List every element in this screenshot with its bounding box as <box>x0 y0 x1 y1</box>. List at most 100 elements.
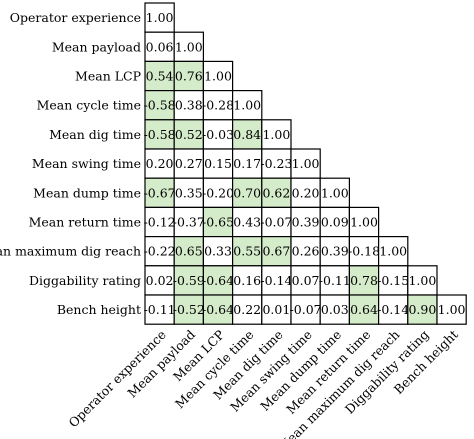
cell-1-0: 0.06 <box>144 31 175 63</box>
cell-value: 0.27 <box>175 156 203 171</box>
cell-background <box>173 294 204 325</box>
cell-value: 0.76 <box>175 69 203 84</box>
cell-9-5: 0.07 <box>290 265 321 296</box>
cell-background <box>348 265 380 296</box>
cell-value: 0.09 <box>321 215 349 230</box>
row-labels: Operator experience Mean payload Mean LCP M… <box>0 10 141 317</box>
cell-2-0: 0.54 <box>144 60 175 92</box>
cell-background <box>261 294 292 325</box>
cell-2-2: 1.00 <box>202 60 234 92</box>
cell-4-3: 0.84 <box>232 119 263 150</box>
cell-value: 1.00 <box>408 273 436 288</box>
cell-10-0: -0.11 <box>144 294 176 325</box>
cell-8-2: 0.33 <box>202 236 234 267</box>
cell-10-2: -0.64 <box>202 294 234 325</box>
cell-value: -0.67 <box>144 185 176 200</box>
cell-value: 0.06 <box>146 39 174 54</box>
cell-6-4: 0.62 <box>261 177 292 208</box>
cell-value: 0.15 <box>204 156 232 171</box>
cell-value: 0.67 <box>262 244 290 259</box>
cell-background <box>378 294 409 325</box>
cell-3-0: -0.58 <box>144 89 176 121</box>
cell-10-3: 0.22 <box>232 294 263 325</box>
row-label-mean-return-time: Mean return time <box>29 215 141 230</box>
cell-value: -0.37 <box>173 215 205 230</box>
cell-value: 0.20 <box>146 156 174 171</box>
cell-value: -0.23 <box>260 156 292 171</box>
cell-background <box>378 265 409 296</box>
cell-value: 0.64 <box>350 302 378 317</box>
cell-7-5: 0.39 <box>290 206 321 238</box>
cell-3-3: 1.00 <box>232 89 263 121</box>
cell-background <box>173 119 204 150</box>
cell-background <box>202 265 234 296</box>
cell-1-1: 1.00 <box>173 31 204 63</box>
cell-5-3: 0.17 <box>232 148 263 179</box>
row-label-mean-dump-time: Mean dump time <box>33 185 141 200</box>
cell-background <box>173 148 204 179</box>
cell-background <box>290 148 321 179</box>
cell-background <box>144 265 175 296</box>
cell-value: -0.07 <box>290 302 322 317</box>
cell-9-7: 0.78 <box>348 265 380 296</box>
cell-background <box>232 148 263 179</box>
cell-background <box>290 294 321 325</box>
row-label-mean-lcp: Mean LCP <box>75 69 141 84</box>
cell-background <box>202 60 234 92</box>
cell-value: 1.00 <box>292 156 320 171</box>
cell-6-5: 0.20 <box>290 177 321 208</box>
cell-value: -0.14 <box>377 302 409 317</box>
cell-6-1: 0.35 <box>173 177 204 208</box>
cell-value: -0.18 <box>348 244 380 259</box>
row-label-mean-cycle-time: Mean cycle time <box>37 98 141 113</box>
cell-value: 0.65 <box>175 244 203 259</box>
cell-value: 0.70 <box>233 185 261 200</box>
cell-6-6: 1.00 <box>319 177 351 208</box>
cell-value: 0.07 <box>292 273 320 288</box>
cell-8-1: 0.65 <box>173 236 204 267</box>
cell-5-2: 0.15 <box>202 148 234 179</box>
cell-value: 1.00 <box>175 39 203 54</box>
cell-value: 1.00 <box>438 302 466 317</box>
cell-5-1: 0.27 <box>173 148 204 179</box>
cell-value: 1.00 <box>233 98 261 113</box>
cell-background <box>261 148 292 179</box>
cell-value: -0.20 <box>202 185 234 200</box>
row-label-bench-height: Bench height <box>57 302 141 317</box>
cell-10-5: -0.07 <box>290 294 322 325</box>
cell-7-7: 1.00 <box>348 206 380 238</box>
cell-background <box>232 89 263 121</box>
row-label-mean-dig-time: Mean dig time <box>49 127 141 142</box>
cell-value: 0.78 <box>350 273 378 288</box>
cell-value: 0.20 <box>292 185 320 200</box>
cell-value: 0.17 <box>233 156 261 171</box>
cell-value: 1.00 <box>262 127 290 142</box>
cell-value: -0.58 <box>144 98 176 113</box>
cell-value: -0.59 <box>173 273 205 288</box>
cell-value: -0.15 <box>377 273 409 288</box>
row-label-diggability-rating: Diggability rating <box>29 273 141 288</box>
cell-background <box>407 265 438 296</box>
row-label-operator-experience: Operator experience <box>10 10 141 25</box>
cell-value: -0.22 <box>144 244 176 259</box>
row-label-mean-maximum-dig-reach: Mean maximum dig reach <box>0 244 141 259</box>
cell-background <box>348 206 380 238</box>
cell-background <box>378 236 409 267</box>
cell-background <box>173 177 204 208</box>
cell-10-10: 1.00 <box>436 294 467 325</box>
cell-value: 0.90 <box>408 302 436 317</box>
cell-9-9: 1.00 <box>407 265 438 296</box>
cell-4-2: -0.03 <box>202 119 234 150</box>
cell-value: 0.54 <box>146 69 174 84</box>
row-label-mean-payload: Mean payload <box>52 39 141 54</box>
cell-value: 0.22 <box>233 302 261 317</box>
cell-value: -0.64 <box>202 273 234 288</box>
cell-value: 0.39 <box>292 215 320 230</box>
cell-value: -0.52 <box>173 302 205 317</box>
cell-background <box>290 177 321 208</box>
cell-value: 0.35 <box>175 185 203 200</box>
cell-value: 1.00 <box>146 10 174 25</box>
cell-10-8: -0.14 <box>377 294 409 325</box>
cell-value: 1.00 <box>204 69 232 84</box>
